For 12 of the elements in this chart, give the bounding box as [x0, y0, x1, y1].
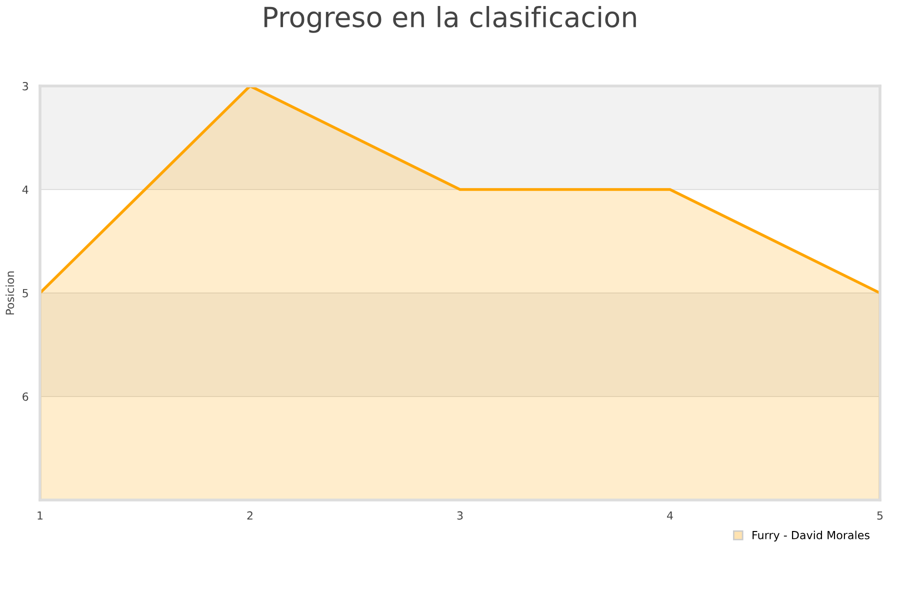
legend-label: Furry - David Morales [752, 530, 870, 542]
y-axis-title: Posicion [6, 271, 14, 314]
x-tick-label: 1 [38, 511, 43, 520]
x-tick-label: 2 [247, 511, 252, 520]
x-tick-label: 3 [457, 511, 463, 520]
y-tick-label: 6 [22, 392, 28, 401]
y-tick-label: 5 [22, 289, 28, 298]
chart-title: Progreso en la clasificacion [264, 6, 636, 33]
y-tick-label: 3 [22, 82, 28, 90]
x-tick-label: 5 [877, 511, 883, 520]
y-tick-label: 4 [22, 186, 28, 194]
x-tick-label: 4 [667, 511, 673, 520]
